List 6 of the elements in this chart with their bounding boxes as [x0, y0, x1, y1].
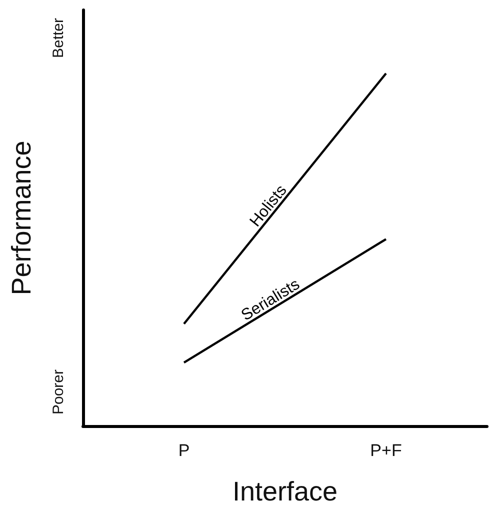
- x-tick-label: P+F: [370, 441, 402, 460]
- x-axis-title: Interface: [232, 476, 338, 506]
- text: Poorer: [50, 369, 67, 415]
- text: Better: [50, 18, 67, 58]
- y-axis-title: Performance: [6, 140, 36, 296]
- x-tick-label: P: [178, 441, 190, 460]
